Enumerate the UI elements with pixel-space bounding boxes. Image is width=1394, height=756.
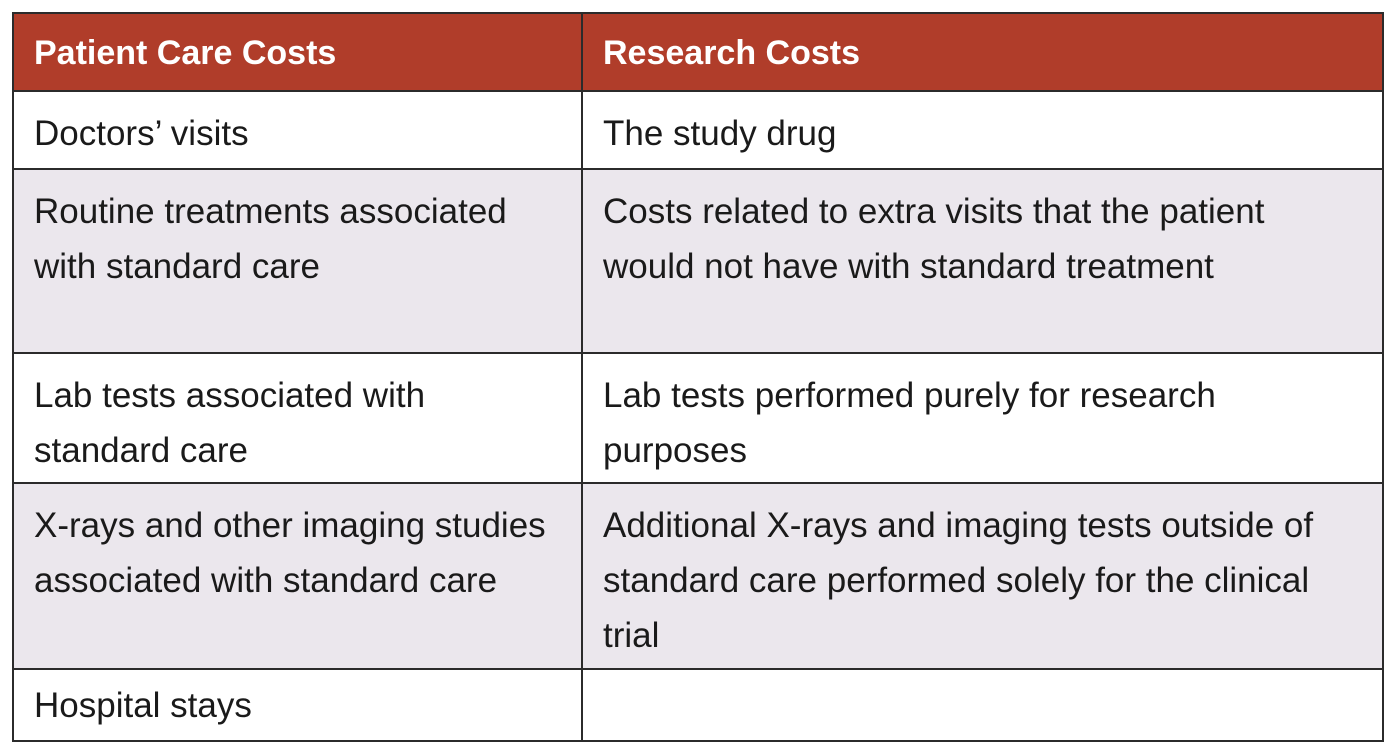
header-research-costs: Research Costs: [581, 12, 1384, 92]
table-row: Hospital stays: [12, 668, 1384, 742]
cost-comparison-table: Patient Care Costs Research Costs Doctor…: [12, 12, 1384, 742]
table-row: X-rays and other imaging studies associa…: [12, 482, 1384, 670]
table-header-row: Patient Care Costs Research Costs: [12, 12, 1384, 92]
header-patient-care-costs: Patient Care Costs: [12, 12, 583, 92]
research-cell: Costs related to extra visits that the p…: [581, 168, 1384, 354]
table-row: Doctors’ visits The study drug: [12, 90, 1384, 170]
patient-care-cell: Hospital stays: [12, 668, 583, 742]
patient-care-cell: Routine treatments associated with stand…: [12, 168, 583, 354]
patient-care-cell: Doctors’ visits: [12, 90, 583, 170]
table-row: Lab tests associated with standard care …: [12, 352, 1384, 484]
table-row: Routine treatments associated with stand…: [12, 168, 1384, 354]
patient-care-cell: Lab tests associated with standard care: [12, 352, 583, 484]
research-cell: Lab tests performed purely for research …: [581, 352, 1384, 484]
research-cell: The study drug: [581, 90, 1384, 170]
research-cell-empty: [581, 668, 1384, 742]
research-cell: Additional X-rays and imaging tests outs…: [581, 482, 1384, 670]
patient-care-cell: X-rays and other imaging studies associa…: [12, 482, 583, 670]
